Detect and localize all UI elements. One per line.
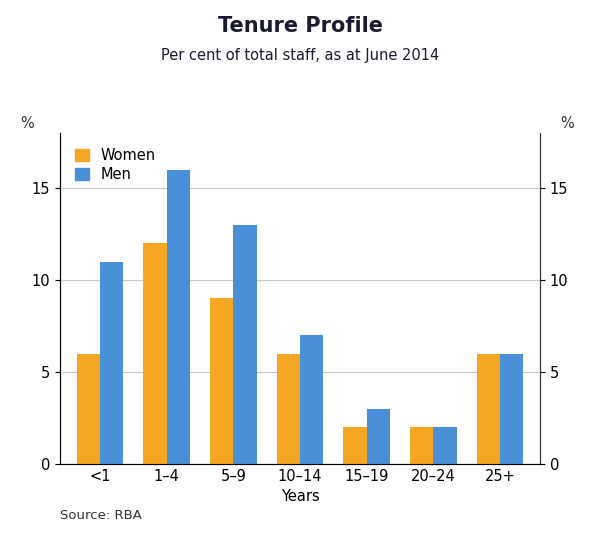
- Text: %: %: [20, 116, 34, 131]
- Legend: Women, Men: Women, Men: [67, 141, 163, 190]
- Text: %: %: [560, 116, 574, 131]
- Bar: [500, 353, 523, 464]
- Bar: [210, 298, 233, 464]
- Bar: [410, 427, 433, 464]
- Bar: [100, 262, 124, 464]
- X-axis label: Years: Years: [281, 489, 319, 504]
- Bar: [143, 244, 167, 464]
- Bar: [300, 335, 323, 464]
- Bar: [167, 170, 190, 464]
- Bar: [77, 353, 100, 464]
- Bar: [433, 427, 457, 464]
- Bar: [476, 353, 500, 464]
- Text: Source: RBA: Source: RBA: [60, 510, 142, 522]
- Bar: [233, 225, 257, 464]
- Text: Tenure Profile: Tenure Profile: [218, 16, 383, 36]
- Text: Per cent of total staff, as at June 2014: Per cent of total staff, as at June 2014: [161, 48, 439, 63]
- Bar: [343, 427, 367, 464]
- Bar: [367, 409, 390, 464]
- Bar: [277, 353, 300, 464]
